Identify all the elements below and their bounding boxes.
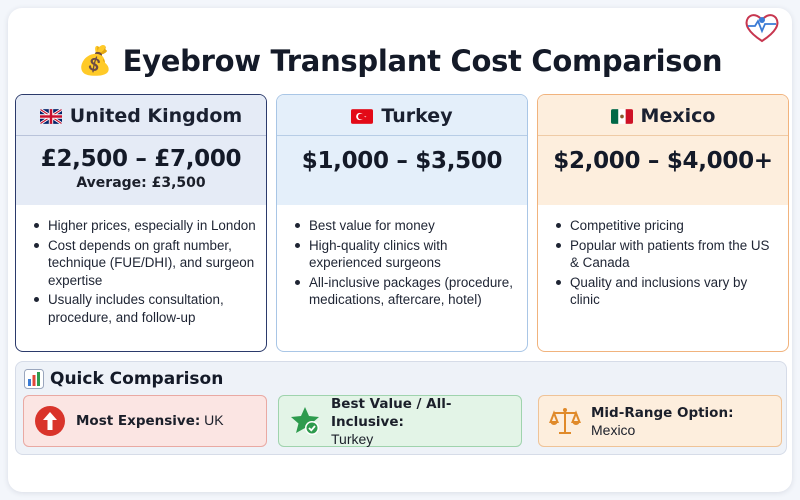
bullet-list: Best value for money High-quality clinic… [277, 205, 527, 309]
quick-comparison-title: Quick Comparison [50, 369, 224, 389]
country-card-turkey: Turkey $1,000 – $3,500 Best value for mo… [276, 94, 528, 352]
divider [538, 135, 788, 136]
card-title-row: Mexico [538, 103, 788, 129]
comparison-text: Most Expensive: UK [76, 412, 224, 430]
comparison-value: Turkey [331, 430, 374, 447]
average-price: Average: £3,500 [76, 175, 206, 191]
comparison-label: Best Value / All-Inclusive: [331, 395, 452, 430]
comparison-label: Most Expensive: [76, 413, 201, 429]
card-header: United Kingdom £2,500 – £7,000 Average: … [16, 95, 266, 205]
quick-comparison-panel: Quick Comparison Most Expensive: UK Best… [15, 361, 787, 455]
clinic-logo-icon [745, 14, 779, 43]
card-header: Mexico $2,000 – $4,000+ [538, 95, 788, 205]
comparison-value: UK [204, 412, 224, 428]
price-range: £2,500 – £7,000 [40, 146, 242, 172]
country-name: Turkey [381, 105, 453, 127]
arrow-up-icon [35, 406, 65, 436]
list-item: Usually includes consultation, procedure… [34, 291, 256, 326]
card-title-row: Turkey [277, 103, 527, 129]
bullet-list: Competitive pricing Popular with patient… [538, 205, 788, 309]
comparison-text: Mid-Range Option: Mexico [591, 404, 733, 439]
money-bag-icon: 💰 [77, 45, 113, 76]
star-check-icon [291, 407, 319, 435]
country-name: Mexico [640, 105, 716, 127]
list-item: Quality and inclusions vary by clinic [556, 274, 778, 309]
price-range: $1,000 – $3,500 [301, 148, 503, 174]
balance-scale-icon [549, 408, 581, 434]
turkey-flag-icon [351, 108, 374, 124]
list-item: All-inclusive packages (procedure, medic… [295, 274, 517, 309]
card-title-row: United Kingdom [16, 103, 266, 129]
list-item: Competitive pricing [556, 217, 778, 235]
bar-chart-icon [24, 369, 44, 389]
card-header: Turkey $1,000 – $3,500 [277, 95, 527, 205]
comparison-text: Best Value / All-Inclusive: Turkey [331, 395, 521, 448]
mexico-flag-icon [610, 108, 633, 124]
list-item: Best value for money [295, 217, 517, 235]
comparison-best-value: Best Value / All-Inclusive: Turkey [278, 395, 522, 447]
page-title: Eyebrow Transplant Cost Comparison [122, 44, 723, 78]
list-item: Higher prices, especially in London [34, 217, 256, 235]
country-name: United Kingdom [69, 105, 243, 127]
country-card-uk: United Kingdom £2,500 – £7,000 Average: … [15, 94, 267, 352]
divider [277, 135, 527, 136]
list-item: Popular with patients from the US & Cana… [556, 237, 778, 272]
price-range: $2,000 – $4,000+ [553, 148, 773, 174]
uk-flag-icon [39, 108, 62, 124]
comparison-value: Mexico [591, 421, 636, 438]
comparison-most-expensive: Most Expensive: UK [23, 395, 267, 447]
list-item: High-quality clinics with experienced su… [295, 237, 517, 272]
quick-comparison-title-row: Quick Comparison [24, 368, 223, 390]
bullet-list: Higher prices, especially in London Cost… [16, 205, 266, 326]
comparison-label: Mid-Range Option: [591, 404, 734, 421]
list-item: Cost depends on graft number, technique … [34, 237, 256, 290]
country-card-mexico: Mexico $2,000 – $4,000+ Competitive pric… [537, 94, 789, 352]
divider [16, 135, 266, 136]
page-title-row: 💰 Eyebrow Transplant Cost Comparison [0, 38, 800, 84]
comparison-mid-range: Mid-Range Option: Mexico [538, 395, 782, 447]
